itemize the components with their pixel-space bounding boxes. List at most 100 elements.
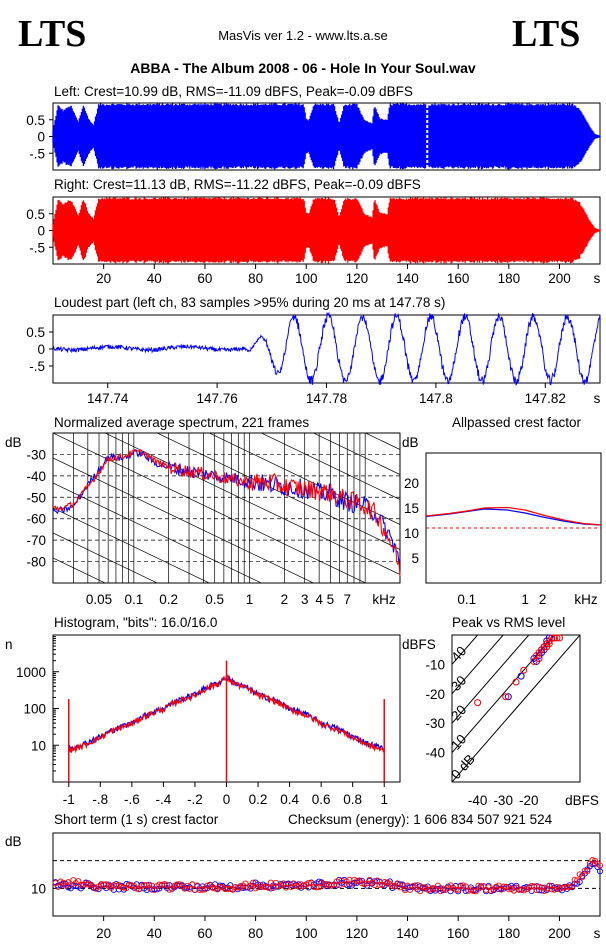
short-crest-point-right bbox=[569, 883, 576, 890]
spectrum-slope-line bbox=[53, 482, 263, 583]
short-crest-point-right bbox=[470, 887, 477, 894]
peak-rms-point-right bbox=[556, 634, 564, 642]
spectrum-ytick-label: -40 bbox=[26, 469, 46, 484]
spectrum-ylabel: dB bbox=[5, 435, 22, 450]
peak-rms-point-left bbox=[504, 693, 512, 701]
short-crest-point-right bbox=[199, 886, 206, 893]
spectrum-slope-line bbox=[104, 433, 400, 575]
right-waveform-xtick-label: 80 bbox=[248, 271, 263, 286]
app-version: MasVis ver 1.2 - www.lts.a.se bbox=[218, 28, 388, 43]
short-crest-point-right bbox=[579, 874, 586, 881]
peak-rms-point-right bbox=[474, 699, 482, 707]
short-crest-point-right bbox=[596, 862, 604, 869]
left-waveform-ytick-label: -.5 bbox=[29, 146, 45, 161]
spectrum-xtick-label: 4 bbox=[315, 592, 323, 607]
short-crest-point-right bbox=[528, 882, 535, 889]
short-crest-point-right bbox=[204, 882, 211, 889]
short-crest-point-right bbox=[581, 867, 588, 874]
short-crest-point-right bbox=[141, 881, 148, 888]
short-crest-point-right bbox=[174, 881, 181, 888]
spectrum-slope-line bbox=[312, 433, 400, 475]
right-waveform-xtick-label: 200 bbox=[548, 271, 571, 286]
right-waveform-trace bbox=[52, 197, 601, 264]
short-crest-point-right bbox=[194, 882, 201, 889]
short-crest-xtick-label: 20 bbox=[96, 926, 111, 941]
short-crest-point-right bbox=[419, 884, 426, 891]
peak-rms-diagonal-label: 20 bbox=[448, 702, 469, 723]
left-waveform-ytick-label: 0 bbox=[37, 130, 45, 145]
short-crest-point-right bbox=[500, 883, 507, 890]
histogram-xtick-label: 0 bbox=[223, 792, 231, 807]
short-crest-point-right bbox=[217, 883, 224, 890]
crest-ytick-label: 10 bbox=[404, 526, 419, 541]
left-waveform-trace bbox=[52, 103, 601, 170]
crest-ytick-label: 20 bbox=[404, 476, 419, 491]
spectrum-ytick-label: -70 bbox=[26, 533, 46, 548]
spectrum-xtick-label: 5 bbox=[327, 592, 335, 607]
histogram-xtick-label: 1 bbox=[380, 792, 388, 807]
short-crest-point-right bbox=[414, 882, 421, 889]
crest-xtick-label: 2 bbox=[539, 592, 547, 607]
short-crest-frame bbox=[52, 832, 601, 917]
right-waveform-xtick-label: 180 bbox=[498, 271, 521, 286]
histogram-title: Histogram, "bits": 16.0/16.0 bbox=[54, 615, 217, 630]
peak-rms-diagonal-label: 0 dB bbox=[448, 751, 478, 782]
spectrum-slope-line bbox=[156, 433, 400, 550]
right-waveform-ytick-label: 0 bbox=[37, 224, 45, 239]
file-title: ABBA - The Album 2008 - 06 - Hole In You… bbox=[130, 60, 476, 76]
short-crest-point-right bbox=[389, 882, 396, 889]
peak-rms-diagonal bbox=[452, 635, 504, 695]
short-crest-point-right bbox=[381, 879, 388, 886]
spectrum-slopes bbox=[53, 433, 400, 583]
short-crest-point-right bbox=[434, 882, 441, 889]
peak-rms-point-left bbox=[517, 672, 525, 680]
right-waveform-xtick-label: 40 bbox=[147, 271, 162, 286]
peak-rms-diagonal-label: 30 bbox=[448, 673, 469, 694]
short-crest-xtick-label: 100 bbox=[295, 926, 318, 941]
right-waveform-xtick-label: 120 bbox=[346, 271, 369, 286]
spectrum-xtick-label: 2 bbox=[281, 592, 289, 607]
right-waveform-xtick-label: 20 bbox=[96, 271, 111, 286]
crest-frame bbox=[425, 452, 602, 584]
spectrum-ytick-label: -60 bbox=[26, 512, 46, 527]
spectrum-xtick-label: 0.1 bbox=[124, 592, 143, 607]
spectrum-series-left bbox=[52, 449, 401, 564]
loudest-ytick-label: 0.5 bbox=[26, 325, 45, 340]
short-crest-point-right bbox=[85, 881, 92, 888]
short-crest-point-right bbox=[234, 884, 241, 891]
peak-rms-ylabel: dBFS bbox=[402, 637, 436, 652]
peak-rms-point-right bbox=[553, 634, 561, 642]
histogram-ylabel: n bbox=[5, 637, 13, 652]
short-crest-point-right bbox=[548, 886, 555, 893]
short-crest-xtick-label: 120 bbox=[346, 926, 369, 941]
right-waveform-xtick-label: 160 bbox=[447, 271, 470, 286]
peak-rms-ytick-label: -30 bbox=[425, 716, 445, 731]
crest-xtick-label: 0.1 bbox=[457, 592, 476, 607]
histogram-xtick-label: -.8 bbox=[92, 792, 108, 807]
right-waveform-xtick-label: 140 bbox=[396, 271, 419, 286]
peak-rms-point-right bbox=[535, 655, 543, 663]
histogram-xtick-label: -.2 bbox=[187, 792, 203, 807]
crest-series-right bbox=[425, 506, 602, 526]
spectrum-slope-line bbox=[53, 507, 211, 583]
spectrum-slope-line bbox=[53, 433, 367, 583]
left-waveform-ytick-label: 0.5 bbox=[26, 113, 45, 128]
right-waveform-xunit: s bbox=[594, 271, 601, 286]
spectrum-xtick-label: 0.5 bbox=[205, 592, 224, 607]
peak-rms-ytick-label: -20 bbox=[425, 687, 445, 702]
loudest-xtick-label: 147.74 bbox=[87, 391, 129, 406]
spectrum-ytick-label: -50 bbox=[26, 490, 46, 505]
short-crest-point-right bbox=[566, 884, 573, 891]
loudest-ytick-label: -.5 bbox=[29, 359, 45, 374]
short-crest-xtick-label: 60 bbox=[197, 926, 212, 941]
loudest-xunit: s bbox=[594, 391, 601, 406]
short-crest-point-right bbox=[361, 881, 368, 888]
peak-rms-diagonal-label: 10 bbox=[448, 732, 469, 753]
peak-rms-point-right bbox=[550, 634, 558, 642]
crest-ytick-label: 5 bbox=[411, 551, 419, 566]
spectrum-xunit: kHz bbox=[372, 592, 395, 607]
spectrum-series-right bbox=[52, 448, 401, 577]
right-waveform-xtick-label: 100 bbox=[295, 271, 318, 286]
histogram-ytick-label: 100 bbox=[23, 702, 46, 717]
peak-rms-xtick-label: -40 bbox=[468, 793, 488, 808]
